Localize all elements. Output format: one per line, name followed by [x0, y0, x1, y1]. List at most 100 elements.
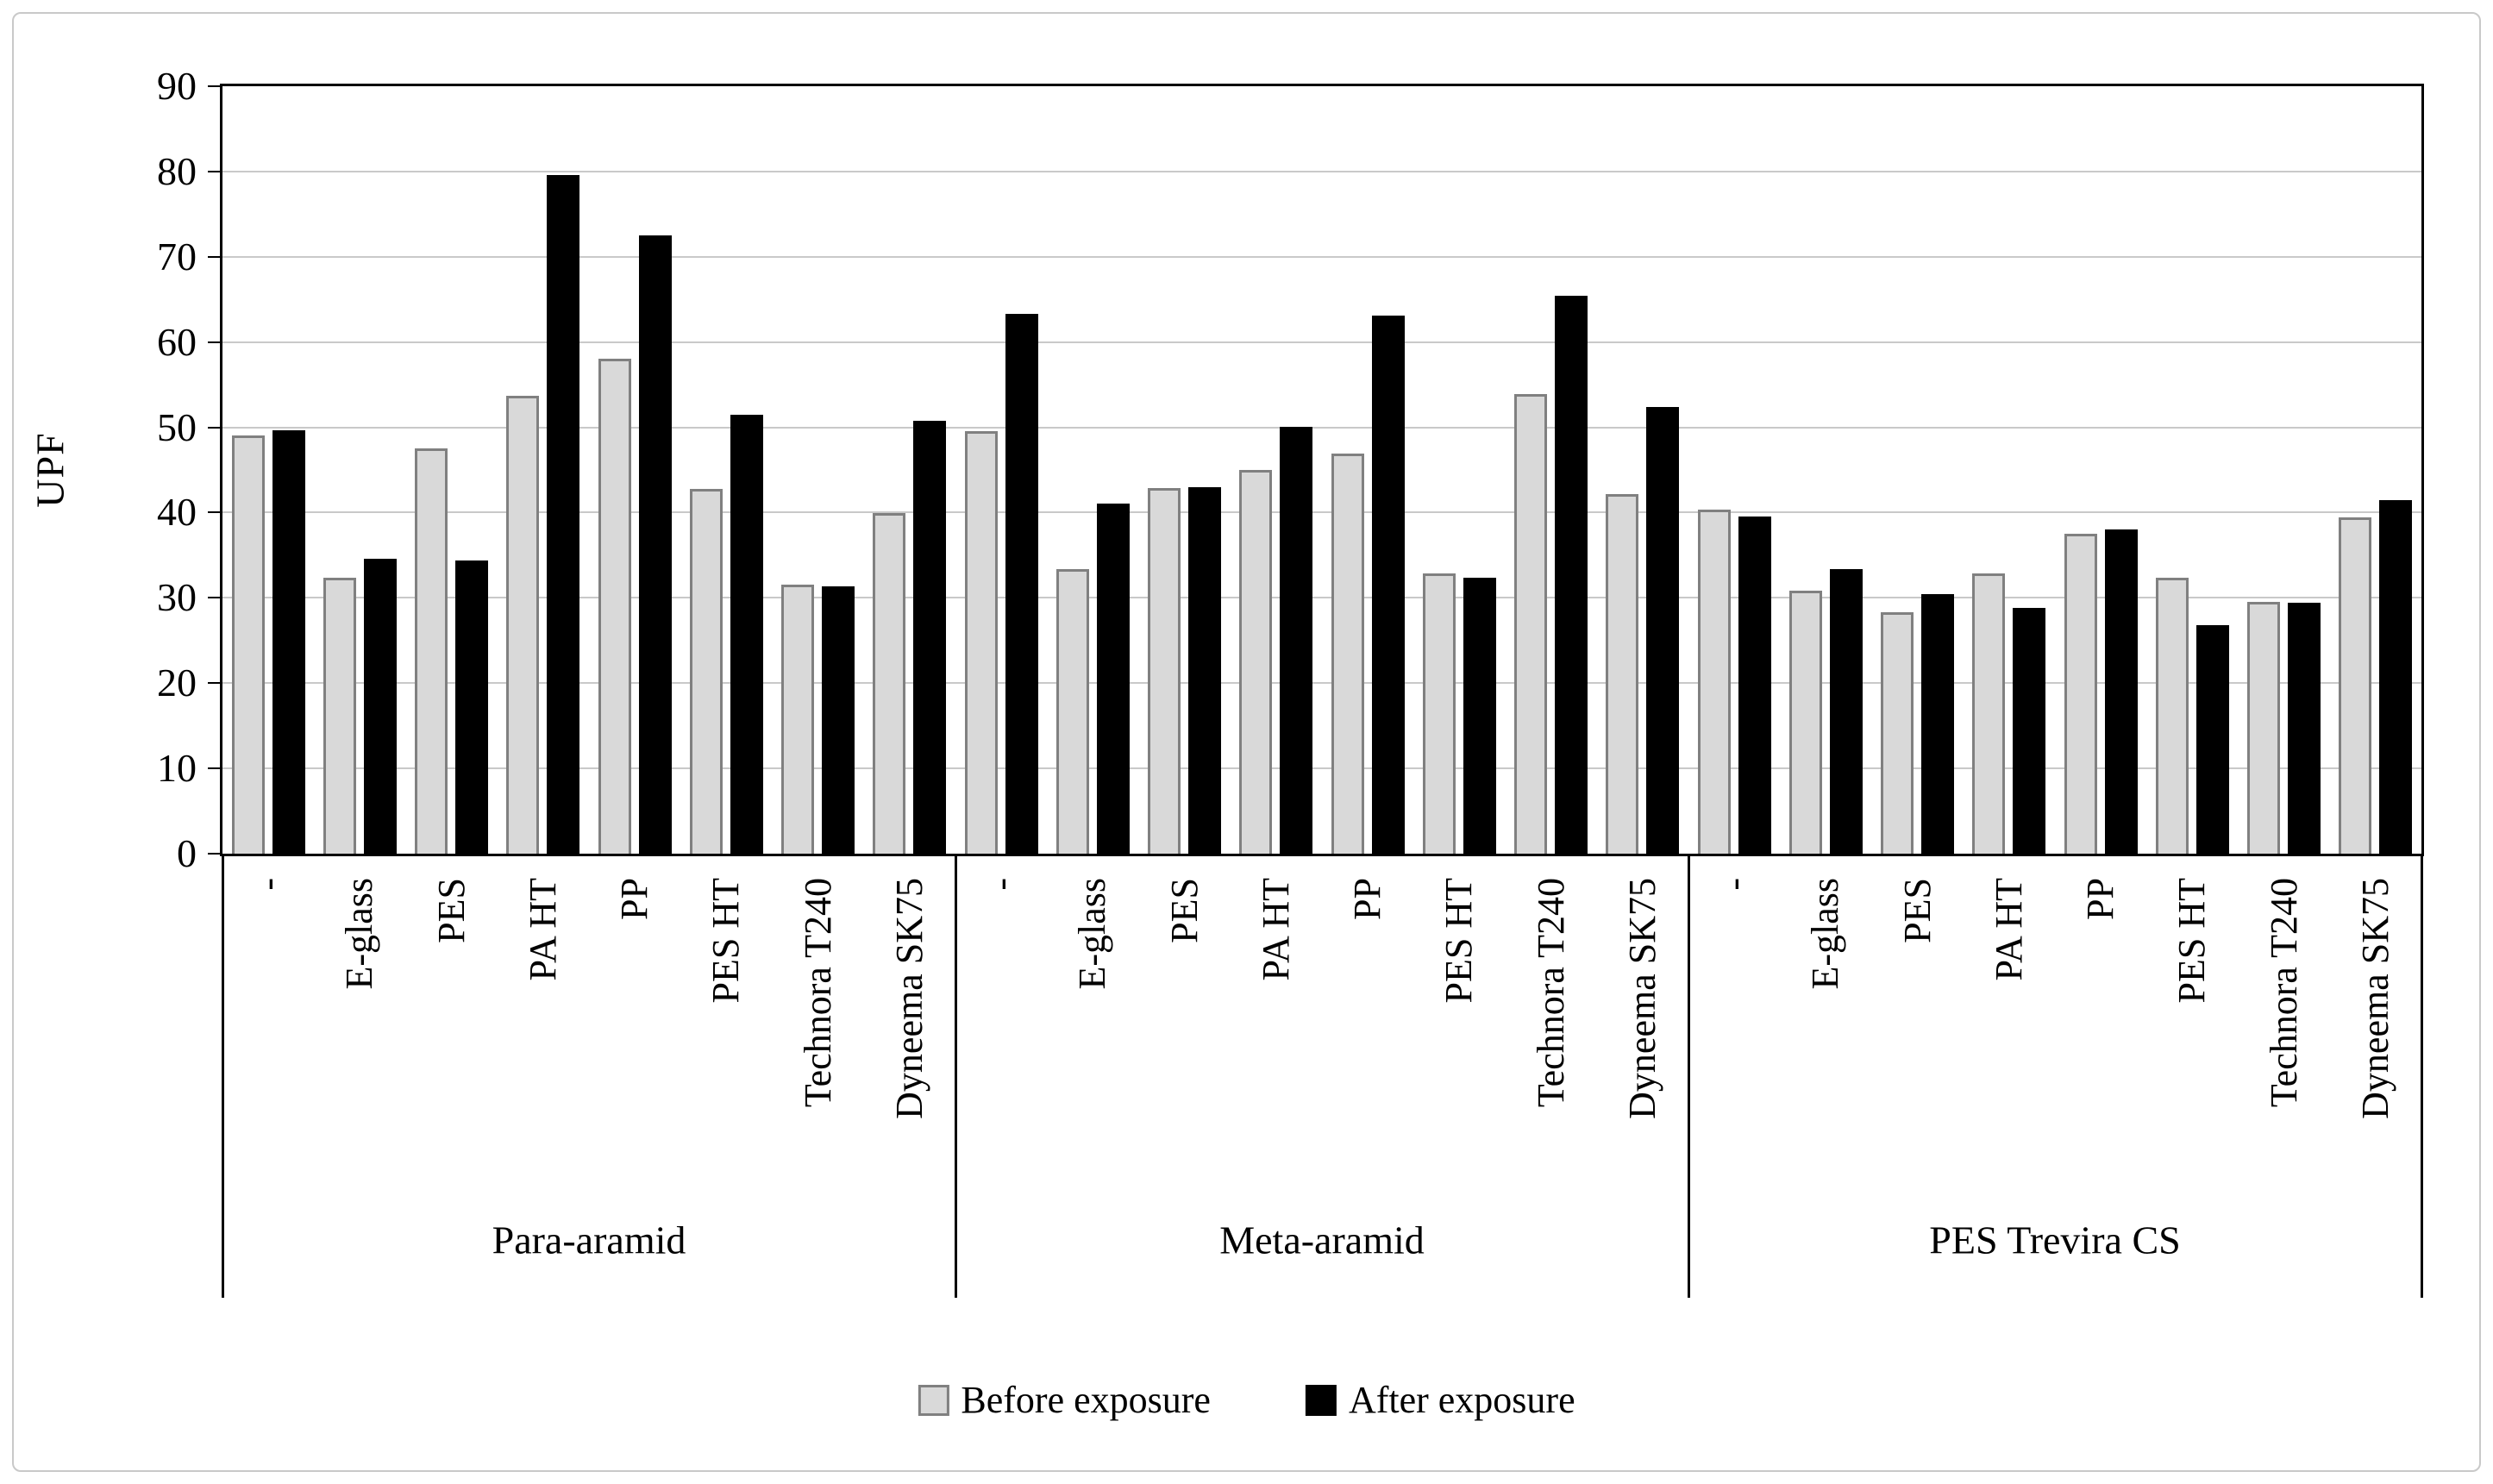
bar-after-para-aramid-technora-t240 [822, 585, 855, 854]
plot-border-right [2421, 84, 2424, 856]
bar-after-para-aramid-pp [638, 235, 672, 854]
bar-before-meta-aramid-pa-ht [1239, 470, 1273, 854]
bar-before-meta-aramid-none [964, 430, 998, 854]
group-separator-0 [221, 854, 224, 1298]
y-tick-60 [208, 341, 220, 343]
category-label: Dyneema SK75 [2353, 878, 2396, 1119]
category-label: PES [1162, 878, 1206, 943]
plot-border-left [220, 84, 222, 856]
category-label: Technora T240 [1529, 878, 1572, 1108]
y-tick-0 [208, 853, 220, 855]
bar-after-pes-trevira-cs-pes [1921, 594, 1955, 854]
y-tick-20 [208, 682, 220, 685]
legend-label-before: Before exposure [961, 1379, 1211, 1421]
category-label: Dyneema SK75 [887, 878, 930, 1119]
category-label: PP [2079, 878, 2122, 920]
bar-before-para-aramid-pp [598, 359, 631, 854]
bar-before-para-aramid-technora-t240 [781, 584, 815, 854]
y-tick-label-90: 90 [157, 64, 197, 108]
category-label: E-glass [338, 878, 381, 990]
category-label: Dyneema SK75 [1620, 878, 1663, 1119]
bar-after-meta-aramid-pp [1371, 316, 1405, 854]
y-tick-50 [208, 426, 220, 429]
bar-after-pes-trevira-cs-pa-ht [2013, 608, 2046, 854]
bar-before-pes-trevira-cs-technora-t240 [2247, 602, 2281, 854]
bar-after-pes-trevira-cs-technora-t240 [2288, 603, 2321, 854]
y-tick-label-40: 40 [157, 490, 197, 535]
bar-before-meta-aramid-pes-ht [1422, 573, 1456, 854]
bar-before-pes-trevira-cs-pp [2064, 534, 2097, 854]
gridline-40 [222, 511, 2421, 514]
bar-before-meta-aramid-e-glass [1055, 568, 1089, 854]
y-tick-10 [208, 767, 220, 770]
category-label: PP [613, 878, 656, 920]
bar-after-pes-trevira-cs-pp [2104, 529, 2138, 854]
gridline-70 [222, 255, 2421, 258]
category-label: - [980, 878, 1023, 891]
category-label: - [247, 878, 290, 891]
category-label: Technora T240 [2262, 878, 2305, 1108]
y-tick-label-50: 50 [157, 404, 197, 449]
category-label: PES [1895, 878, 1939, 943]
bar-after-meta-aramid-none [1005, 314, 1038, 854]
bar-after-pes-trevira-cs-e-glass [1829, 568, 1863, 854]
y-tick-label-30: 30 [157, 575, 197, 620]
bar-before-pes-trevira-cs-e-glass [1788, 591, 1822, 854]
bar-after-para-aramid-pes [455, 560, 489, 854]
y-tick-30 [208, 597, 220, 599]
category-label: PP [1346, 878, 1389, 920]
y-tick-70 [208, 255, 220, 258]
y-axis-title: UPF [28, 432, 72, 508]
bar-before-para-aramid-dyneema-sk75 [873, 513, 906, 854]
gridline-20 [222, 682, 2421, 685]
bar-before-pes-trevira-cs-dyneema-sk75 [2339, 517, 2372, 854]
y-tick-label-0: 0 [177, 831, 197, 875]
bar-before-pes-trevira-cs-pa-ht [1972, 573, 2006, 854]
category-label: E-glass [1071, 878, 1114, 990]
bar-before-pes-trevira-cs-none [1697, 510, 1731, 854]
group-label-pes-trevira-cs: PES Trevira CS [1929, 1218, 2181, 1262]
bar-after-meta-aramid-pes-ht [1463, 577, 1496, 854]
category-label: Technora T240 [796, 878, 839, 1108]
bar-after-para-aramid-none [272, 429, 305, 854]
legend-label-after: After exposure [1348, 1379, 1575, 1421]
group-label-meta-aramid: Meta-aramid [1219, 1218, 1425, 1262]
gridline-10 [222, 767, 2421, 770]
bar-before-para-aramid-pa-ht [506, 395, 540, 854]
group-separator-2 [1687, 854, 1690, 1298]
gridline-60 [222, 341, 2421, 343]
category-label: PA HT [1254, 878, 1297, 981]
category-label: PES [429, 878, 473, 943]
bar-after-para-aramid-e-glass [363, 558, 397, 854]
bar-after-meta-aramid-e-glass [1096, 503, 1130, 854]
bar-after-pes-trevira-cs-none [1738, 517, 1771, 854]
gridline-30 [222, 597, 2421, 599]
y-tick-label-20: 20 [157, 661, 197, 705]
y-tick-90 [208, 85, 220, 87]
bar-after-meta-aramid-pa-ht [1280, 426, 1313, 854]
category-label: - [1713, 878, 1756, 891]
bar-before-meta-aramid-pes [1148, 487, 1181, 854]
group-separator-3 [2420, 854, 2423, 1298]
bar-after-para-aramid-pes-ht [730, 414, 763, 854]
group-separator-1 [954, 854, 957, 1298]
x-axis-baseline [220, 854, 2424, 856]
y-tick-label-80: 80 [157, 148, 197, 193]
category-label: E-glass [1804, 878, 1847, 990]
y-tick-label-70: 70 [157, 234, 197, 279]
y-tick-80 [208, 170, 220, 172]
bar-before-pes-trevira-cs-pes [1881, 612, 1914, 854]
bar-before-para-aramid-e-glass [323, 577, 356, 854]
plot-border-top [220, 84, 2424, 86]
bar-before-para-aramid-pes [415, 448, 448, 854]
bar-after-pes-trevira-cs-pes-ht [2195, 624, 2229, 854]
y-tick-label-10: 10 [157, 746, 197, 791]
bar-before-meta-aramid-pp [1331, 454, 1364, 854]
bar-after-meta-aramid-pes [1188, 486, 1222, 854]
category-label: PA HT [1987, 878, 2030, 981]
bar-before-para-aramid-none [231, 435, 265, 854]
legend-swatch-after-icon [1305, 1385, 1337, 1416]
bar-before-meta-aramid-dyneema-sk75 [1606, 493, 1639, 854]
legend: Before exposure After exposure [918, 1381, 1575, 1419]
bar-after-meta-aramid-technora-t240 [1555, 296, 1588, 854]
